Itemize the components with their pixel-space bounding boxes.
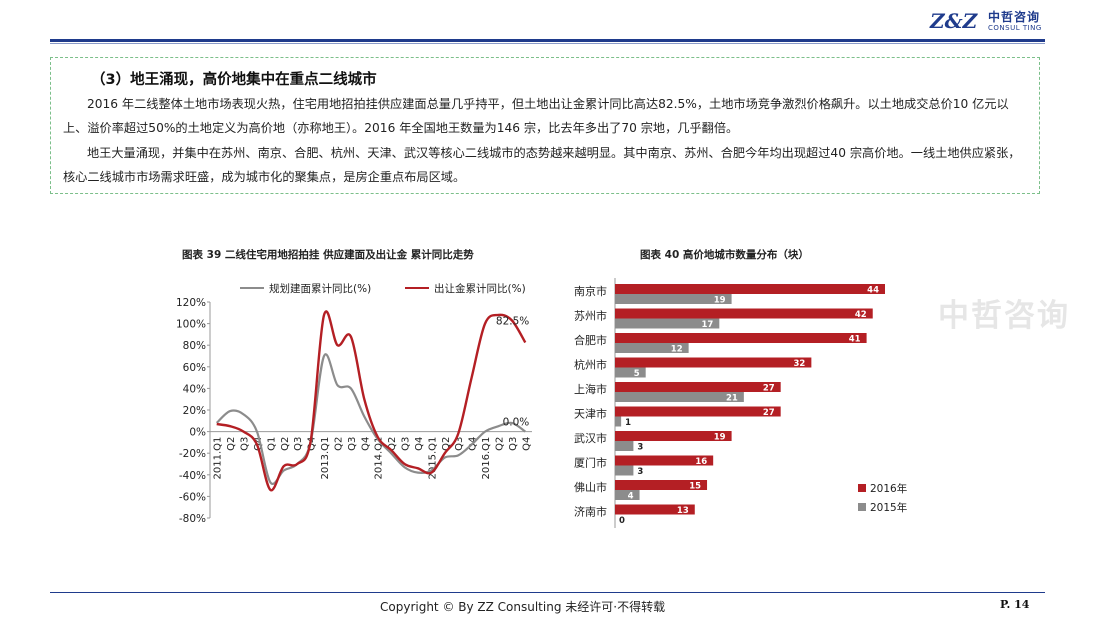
page-number: P. 14 [1000, 598, 1029, 611]
bar-2015 [615, 441, 633, 451]
legend-label: 规划建面累计同比(%) [269, 282, 371, 295]
y-tick-label: 0% [189, 427, 206, 439]
y-tick-label: 20% [183, 405, 206, 417]
section-heading: （3）地王涌现，高价地集中在重点二线城市 [91, 68, 377, 89]
bar-value-label: 4 [628, 492, 634, 502]
bar-2016 [615, 309, 873, 319]
bar-value-label: 42 [855, 310, 867, 320]
copyright-notice: Copyright © By ZZ Consulting 未经许可·不得转载 [380, 598, 665, 615]
bar-value-label: 1 [625, 418, 631, 428]
y-tick-label: -20% [179, 448, 206, 460]
category-label: 厦门市 [574, 456, 607, 470]
bar-value-label: 12 [671, 345, 683, 355]
bar-value-label: 21 [726, 394, 738, 404]
y-tick-label: 60% [183, 362, 206, 374]
y-tick-label: 80% [183, 340, 206, 352]
x-tick-label: Q2 [226, 437, 237, 451]
bar-2016 [615, 284, 885, 294]
line-chart-title: 图表 39 二线住宅用地招拍挂 供应建面及出让金 累计同比走势 [182, 247, 474, 262]
legend-swatch [858, 484, 866, 492]
bar-2016 [615, 382, 781, 392]
bar-value-label: 19 [714, 296, 726, 306]
legend-swatch [858, 503, 866, 511]
category-label: 苏州市 [574, 309, 607, 323]
category-label: 南京市 [574, 284, 607, 298]
category-label: 济南市 [574, 505, 607, 519]
bar-value-label: 27 [763, 384, 775, 394]
x-tick-label: Q4 [521, 437, 532, 451]
paragraph-2: 地王大量涌现，并集中在苏州、南京、合肥、杭州、天津、武汉等核心二线城市的态势越来… [63, 141, 1031, 189]
bar-2016 [615, 358, 811, 368]
bar-2015 [615, 392, 744, 402]
bar-value-label: 3 [637, 443, 643, 453]
logo-english-name: CONSUL TING [988, 24, 1042, 32]
x-tick-label: Q2 [494, 437, 505, 451]
category-label: 合肥市 [574, 333, 607, 347]
x-tick-label: Q3 [347, 437, 358, 451]
y-tick-label: 40% [183, 383, 206, 395]
watermark: 中哲咨询 [938, 290, 1070, 335]
bar-value-label: 17 [701, 320, 713, 330]
legend-label: 2015年 [870, 501, 907, 514]
series-line-red [217, 311, 526, 490]
x-tick-label: Q3 [240, 437, 251, 451]
bar-value-label: 41 [849, 335, 861, 345]
category-label: 杭州市 [574, 358, 607, 372]
category-label: 武汉市 [574, 431, 607, 445]
x-tick-label: Q2 [280, 437, 291, 451]
category-label: 上海市 [574, 382, 607, 396]
y-tick-label: 120% [176, 297, 206, 309]
series-end-label: 0.0% [503, 417, 530, 429]
logo-chinese-name: 中哲咨询 [988, 8, 1040, 25]
bar-2015 [615, 466, 633, 476]
bar-value-label: 0 [619, 516, 625, 526]
x-tick-label: Q2 [333, 437, 344, 451]
y-tick-label: -40% [179, 470, 206, 482]
bar-2015 [615, 368, 646, 378]
bar-value-label: 5 [634, 369, 640, 379]
x-tick-label: Q3 [401, 437, 412, 451]
x-tick-label: Q3 [293, 437, 304, 451]
x-tick-label: Q3 [508, 437, 519, 451]
logo-mark: Z&Z [930, 9, 977, 33]
x-tick-label: 2011.Q1 [213, 437, 224, 480]
legend-label: 出让金累计同比(%) [434, 282, 526, 295]
bar-value-label: 15 [689, 482, 701, 492]
legend-label: 2016年 [870, 482, 907, 495]
y-tick-label: -60% [179, 491, 206, 503]
series-end-label: 82.5% [496, 316, 529, 328]
footer-rule [50, 592, 1045, 593]
x-tick-label: 2013.Q1 [320, 437, 331, 480]
y-tick-label: 100% [176, 319, 206, 331]
bar-value-label: 27 [763, 408, 775, 418]
paragraph-1: 2016 年二线整体土地市场表现火热，住宅用地招拍挂供应建面总量几乎持平，但土地… [63, 92, 1031, 140]
bar-value-label: 19 [714, 433, 726, 443]
header-rule-thin [50, 43, 1045, 44]
y-tick-label: -80% [179, 513, 206, 525]
bar-value-label: 44 [867, 286, 879, 296]
x-tick-label: Q4 [414, 437, 425, 451]
bar-value-label: 3 [637, 467, 643, 477]
bar-value-label: 16 [695, 457, 707, 467]
line-chart: 规划建面累计同比(%) 出让金累计同比(%) 120% 100% 80% 60% 40% 20… [160, 270, 560, 540]
header-rule [50, 39, 1045, 42]
section-textbox: （3）地王涌现，高价地集中在重点二线城市 2016 年二线整体土地市场表现火热，… [50, 57, 1040, 194]
bar-value-label: 32 [794, 359, 806, 369]
bar-2015 [615, 417, 621, 427]
company-logo: Z&Z 中哲咨询 CONSUL TING [930, 7, 1050, 37]
category-label: 天津市 [574, 407, 607, 421]
x-tick-label: Q4 [360, 437, 371, 451]
bar-2016 [615, 407, 781, 417]
bar-value-label: 13 [677, 506, 689, 516]
x-tick-label: 2016.Q1 [481, 437, 492, 480]
bar-chart-title: 图表 40 高价地城市数量分布（块） [640, 247, 809, 262]
category-label: 佛山市 [574, 480, 607, 494]
bar-2016 [615, 333, 867, 343]
x-tick-label: Q1 [266, 437, 277, 451]
